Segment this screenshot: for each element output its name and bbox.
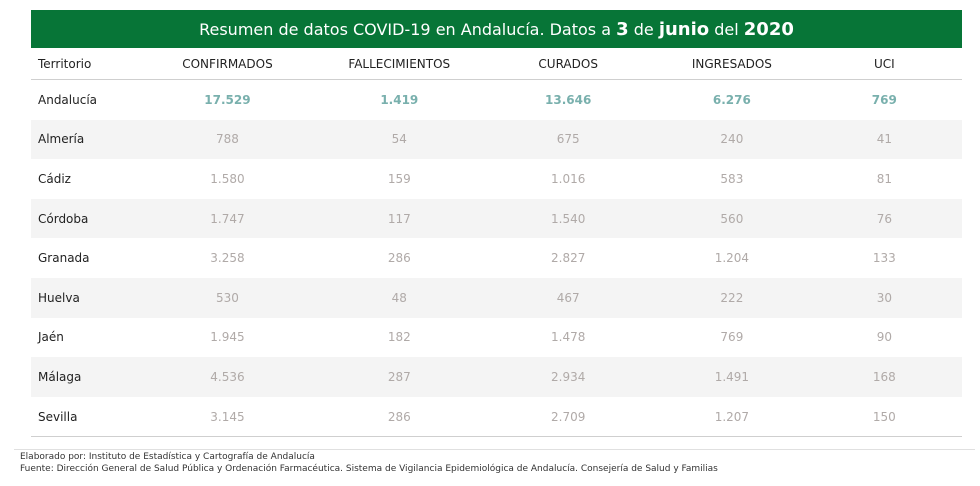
column-header-territorio: Territorio: [31, 48, 136, 80]
title-de: de: [628, 20, 659, 39]
value-cell: 1.419: [380, 92, 419, 107]
value-cell: 2.827: [551, 251, 586, 266]
value-cell: 4.536: [135, 357, 320, 397]
value-cell: 583: [720, 171, 744, 186]
title-day: 3: [616, 19, 629, 40]
title-year: 2020: [743, 19, 794, 40]
territory-cell: Cádiz: [38, 171, 71, 186]
table-row: Cádiz 1.580 159 1.016 583 81: [31, 159, 962, 199]
value-cell: 30: [806, 277, 962, 318]
value-cell: 467: [479, 277, 658, 318]
total-row: Andalucía 17.529 1.419 13.646 6.276 769: [31, 80, 962, 120]
territory-cell: Andalucía: [38, 92, 98, 107]
value-cell: 769: [871, 92, 897, 107]
table-row: Huelva 530 48 467 222 30: [31, 277, 962, 318]
value-cell: 168: [806, 357, 962, 397]
value-cell: 286: [387, 251, 411, 266]
value-cell: 48: [319, 277, 480, 318]
covid-data-table: Territorio CONFIRMADOS FALLECIMIENTOS CURAD…: [31, 48, 962, 438]
value-cell: 133: [872, 251, 896, 266]
value-cell: 1.204: [714, 251, 750, 266]
value-cell: 287: [319, 357, 480, 397]
value-cell: 788: [135, 119, 320, 160]
value-cell: 1.540: [479, 198, 658, 239]
table-row: Sevilla 3.145 286 2.709 1.207 150: [31, 396, 962, 438]
value-cell: 1.747: [135, 198, 320, 239]
value-cell: 117: [319, 198, 480, 239]
territory-cell: Granada: [38, 251, 90, 266]
table-row: Málaga 4.536 287 2.934 1.491 168: [31, 357, 962, 397]
value-cell: 159: [387, 171, 411, 186]
territory-cell: Huelva: [31, 277, 136, 318]
value-cell: 222: [657, 277, 807, 318]
footer-fuente: Fuente: Dirección General de Salud Públi…: [20, 464, 718, 474]
value-cell: 240: [657, 119, 807, 160]
table-row: Granada 3.258 286 2.827 1.204 133: [31, 238, 962, 278]
value-cell: 76: [806, 198, 962, 239]
value-cell: 81: [876, 171, 892, 186]
header-row: Territorio CONFIRMADOS FALLECIMIENTOS CURAD…: [31, 48, 962, 80]
value-cell: 1.580: [210, 171, 245, 186]
territory-cell: Córdoba: [31, 198, 136, 239]
territory-cell: Málaga: [31, 357, 136, 397]
table-row: Jaén 1.945 182 1.478 769 90: [31, 318, 962, 358]
value-cell: 2.934: [479, 357, 658, 397]
value-cell: 6.276: [712, 92, 751, 107]
title-banner: Resumen de datos COVID-19 en Andalucía. …: [31, 10, 962, 48]
column-header-confirmados: CONFIRMADOS: [135, 48, 320, 80]
value-cell: 675: [479, 119, 658, 160]
value-cell: 2.709: [479, 396, 658, 438]
value-cell: 3.258: [210, 251, 245, 266]
title-del: del: [709, 20, 744, 39]
value-cell: 150: [806, 396, 962, 438]
table-row: Córdoba 1.747 117 1.540 560 76: [31, 198, 962, 239]
value-cell: 1.945: [210, 330, 245, 345]
value-cell: 1.478: [551, 330, 586, 345]
title-month: junio: [658, 19, 710, 40]
footer-divider: [14, 449, 975, 450]
value-cell: 3.145: [135, 396, 320, 438]
column-header-fallecimientos: FALLECIMIENTOS: [319, 48, 480, 80]
value-cell: 286: [319, 396, 480, 438]
value-cell: 41: [806, 119, 962, 160]
value-cell: 560: [657, 198, 807, 239]
value-cell: 54: [319, 119, 480, 160]
territory-cell: Sevilla: [31, 396, 136, 438]
value-cell: 182: [387, 330, 411, 345]
value-cell: 1.207: [657, 396, 807, 438]
value-cell: 530: [135, 277, 320, 318]
column-header-curados: CURADOS: [479, 48, 658, 80]
table-row: Almería 788 54 675 240 41: [31, 119, 962, 160]
value-cell: 17.529: [204, 92, 251, 107]
column-header-ingresados: INGRESADOS: [657, 48, 807, 80]
territory-cell: Almería: [31, 119, 136, 160]
value-cell: 769: [720, 330, 744, 345]
territory-cell: Jaén: [38, 330, 64, 345]
value-cell: 1.491: [657, 357, 807, 397]
value-cell: 13.646: [545, 92, 592, 107]
footer-elaborado: Elaborado por: Instituto de Estadística …: [20, 452, 315, 462]
column-header-uci: UCI: [806, 48, 962, 80]
value-cell: 1.016: [551, 171, 586, 186]
value-cell: 90: [876, 330, 892, 345]
title-text: Resumen de datos COVID-19 en Andalucía. …: [199, 20, 617, 39]
